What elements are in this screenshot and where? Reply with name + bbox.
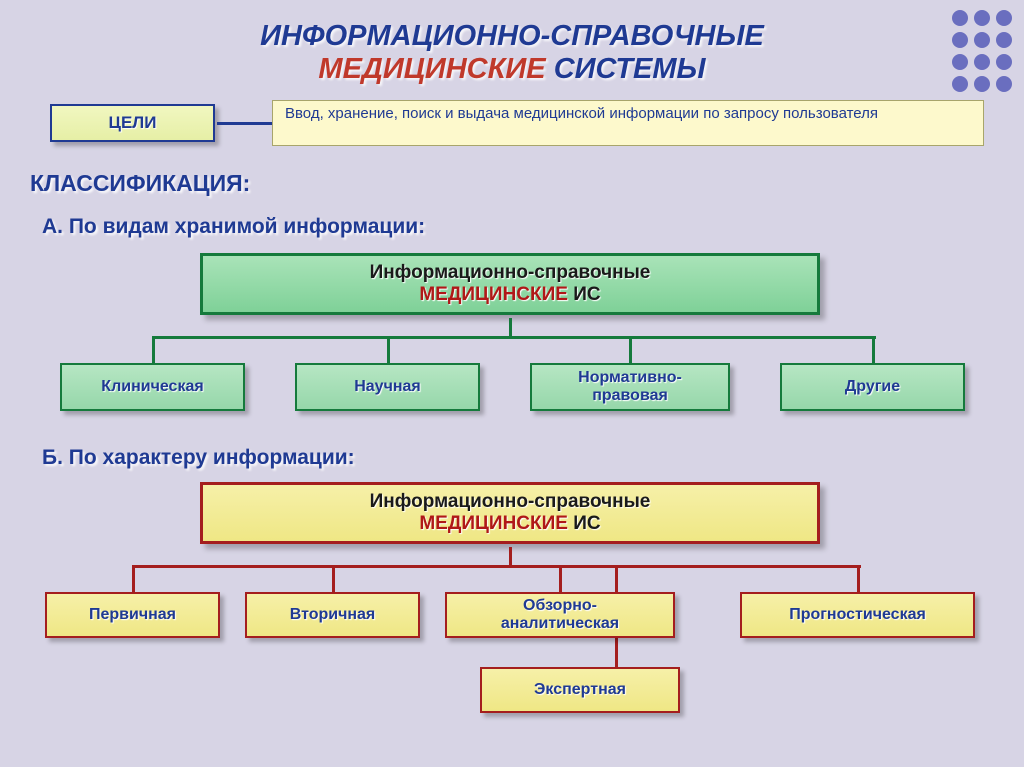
tree-a-root-line2-rest: ИС bbox=[568, 284, 601, 305]
tree-a-connector-drop bbox=[387, 336, 390, 363]
tree-b-leaf-expert: Экспертная bbox=[480, 667, 680, 713]
tree-a-connector-drop bbox=[629, 336, 632, 363]
tree-b-connector-drop bbox=[132, 565, 135, 592]
tree-a: Информационно-справочные МЕДИЦИНСКИЕ ИС … bbox=[40, 253, 984, 428]
tree-a-connector-bar bbox=[153, 336, 876, 339]
title-line1: ИНФОРМАЦИОННО-СПРАВОЧНЫЕ bbox=[0, 20, 1024, 53]
tree-b-root-line1: Информационно-справочные bbox=[203, 491, 817, 513]
tree-b-root: Информационно-справочные МЕДИЦИНСКИЕ ИС bbox=[200, 482, 820, 544]
section-b-heading: Б. По характеру информации: bbox=[42, 446, 1024, 470]
title-line2-highlight: МЕДИЦИНСКИЕ bbox=[318, 53, 545, 85]
title-line2-rest: СИСТЕМЫ bbox=[546, 53, 706, 85]
decoration-dots bbox=[952, 10, 1012, 92]
tree-a-connector-drop bbox=[152, 336, 155, 363]
tree-b: Информационно-справочные МЕДИЦИНСКИЕ ИС … bbox=[40, 482, 984, 722]
tree-b-connector-drop bbox=[857, 565, 860, 592]
tree-a-root-line1: Информационно-справочные bbox=[203, 262, 817, 284]
tree-b-connector-drop bbox=[332, 565, 335, 592]
main-title: ИНФОРМАЦИОННО-СПРАВОЧНЫЕ МЕДИЦИНСКИЕ СИС… bbox=[0, 0, 1024, 86]
tree-b-leaf: Обзорно-аналитическая bbox=[445, 592, 675, 638]
tree-b-leaf: Первичная bbox=[45, 592, 220, 638]
goals-description: Ввод, хранение, поиск и выдача медицинск… bbox=[272, 100, 984, 146]
section-a-heading: А. По видам хранимой информации: bbox=[42, 215, 1024, 239]
goals-label-box: ЦЕЛИ bbox=[50, 104, 215, 142]
tree-a-leaf: Клиническая bbox=[60, 363, 245, 411]
classification-heading: КЛАССИФИКАЦИЯ: bbox=[30, 170, 1024, 197]
tree-a-leaf: Научная bbox=[295, 363, 480, 411]
tree-b-leaf: Вторичная bbox=[245, 592, 420, 638]
tree-a-connector-drop bbox=[872, 336, 875, 363]
tree-b-connector-bar bbox=[133, 565, 861, 568]
tree-a-root: Информационно-справочные МЕДИЦИНСКИЕ ИС bbox=[200, 253, 820, 315]
tree-b-leaf: Прогностическая bbox=[740, 592, 975, 638]
goals-connector bbox=[217, 122, 272, 125]
tree-b-root-line2-rest: ИС bbox=[568, 513, 601, 534]
tree-a-root-line2-hl: МЕДИЦИНСКИЕ bbox=[419, 284, 568, 305]
tree-b-connector-drop bbox=[559, 565, 562, 592]
goals-row: ЦЕЛИ Ввод, хранение, поиск и выдача меди… bbox=[50, 100, 984, 150]
tree-b-stem bbox=[509, 547, 512, 565]
tree-a-leaf: Другие bbox=[780, 363, 965, 411]
tree-a-leaf: Нормативно-правовая bbox=[530, 363, 730, 411]
tree-a-stem bbox=[509, 318, 512, 336]
tree-b-root-line2-hl: МЕДИЦИНСКИЕ bbox=[419, 513, 568, 534]
